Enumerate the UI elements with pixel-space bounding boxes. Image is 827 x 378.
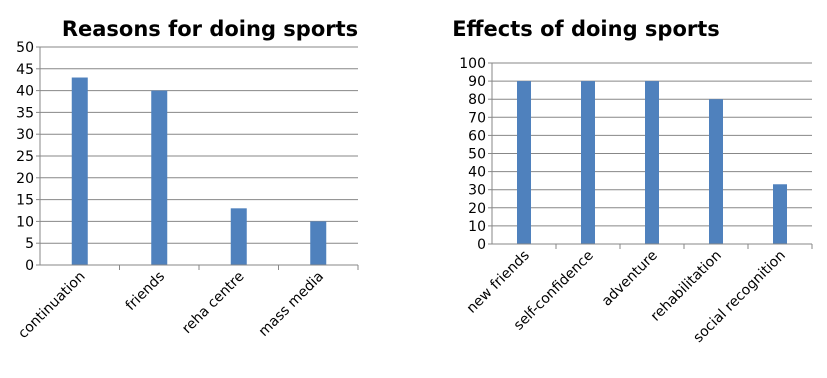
- y-tick-label: 50: [468, 147, 486, 163]
- x-category-label: adventure: [599, 248, 661, 310]
- y-tick-label: 10: [468, 219, 486, 235]
- x-category-label: mass media: [256, 269, 327, 340]
- y-tick-label: 0: [25, 258, 34, 274]
- y-tick-label: 90: [468, 74, 486, 90]
- bar-continuation: [71, 77, 88, 266]
- y-tick-label: 30: [468, 183, 486, 199]
- y-tick-label: 80: [468, 92, 486, 108]
- y-tick-label: 45: [16, 62, 34, 78]
- chart-effects-svg: Effects of doing sports 0 10 20 30 40 50 60 70 8…: [452, 17, 813, 346]
- y-tick-label: 100: [459, 56, 486, 72]
- y-tick-label: 20: [468, 201, 486, 217]
- x-category-label: reha centre: [179, 269, 247, 337]
- x-category-label: new friends: [464, 248, 533, 317]
- chart-title: Effects of doing sports: [452, 17, 720, 41]
- y-tick-label: 15: [16, 193, 34, 209]
- bar-mass-media: [310, 221, 327, 265]
- y-tick-label: 35: [16, 105, 34, 121]
- x-category-label: friends: [123, 269, 168, 314]
- y-tick-label: 60: [468, 128, 486, 144]
- bar-social-recognition: [773, 184, 787, 244]
- y-tick-label: 70: [468, 110, 486, 126]
- bar-self-confidence: [581, 81, 595, 244]
- bar-new-friends: [517, 81, 531, 244]
- y-tick-label: 5: [25, 236, 34, 252]
- bar-reha-centre: [230, 208, 247, 265]
- x-category-label: continuation: [15, 269, 88, 342]
- y-tick-label: 20: [16, 171, 34, 187]
- bar-rehabilitation: [709, 99, 723, 244]
- chart-title: Reasons for doing sports: [62, 17, 358, 41]
- y-tick-label: 0: [477, 237, 486, 253]
- chart-reasons: Reasons for doing sports 0 5 10 15 20 25 30 35 4…: [0, 0, 380, 378]
- y-tick-label: 10: [16, 214, 34, 230]
- y-tick-label: 40: [16, 84, 34, 100]
- chart-effects: Effects of doing sports 0 10 20 30 40 50 60 70 8…: [440, 0, 827, 378]
- y-tick-label: 50: [16, 40, 34, 56]
- bar-adventure: [645, 81, 659, 244]
- chart-reasons-svg: Reasons for doing sports 0 5 10 15 20 25 30 35 4…: [15, 17, 359, 342]
- bar-friends: [151, 90, 168, 265]
- y-tick-label: 25: [16, 149, 34, 165]
- y-tick-label: 40: [468, 165, 486, 181]
- y-tick-label: 30: [16, 127, 34, 143]
